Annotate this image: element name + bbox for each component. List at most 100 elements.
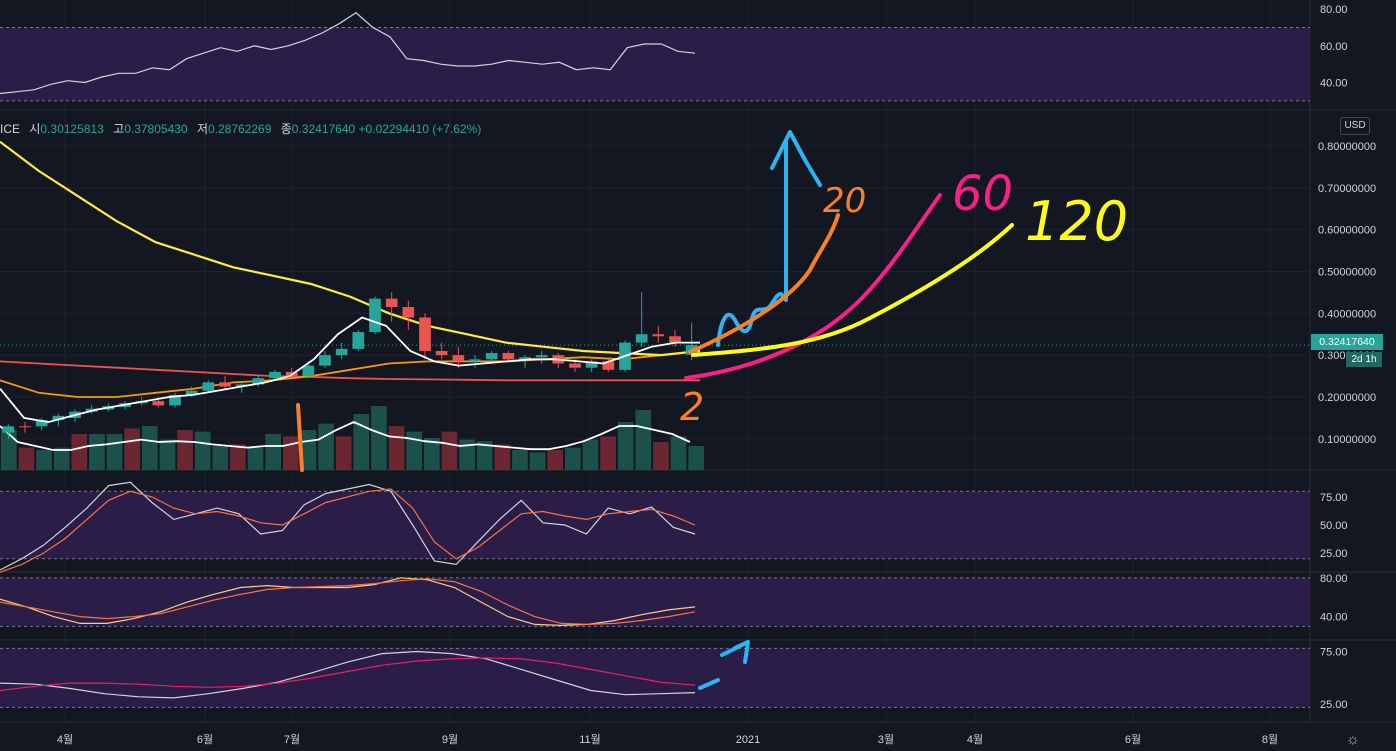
high-label: 고	[113, 122, 125, 136]
last-price-tag: 0.32417640	[1311, 334, 1383, 350]
candle-body	[269, 371, 281, 379]
ticker-label: ICE	[0, 122, 21, 136]
volume-bar	[617, 422, 634, 470]
candle-body	[252, 378, 265, 385]
oscillator-series-line-1	[0, 578, 696, 626]
rsi-bottom-ytick-label: 75.00	[1320, 647, 1348, 659]
candle-body	[235, 384, 248, 387]
candle-body	[569, 363, 581, 368]
x-axis-label: 6월	[1125, 733, 1141, 746]
volume-bar	[600, 436, 616, 470]
candle-body	[519, 357, 531, 360]
oscillator-series-line-0	[0, 577, 696, 627]
annotation-orange-curve	[688, 213, 840, 354]
rsi-top-series-line-0	[0, 12, 696, 95]
annotation-pink-curve	[684, 193, 942, 380]
x-axis-label: 6월	[197, 733, 213, 746]
candle-body	[635, 334, 648, 343]
x-axis-label: 8월	[1262, 733, 1278, 746]
volume-bar	[424, 438, 440, 470]
change-percent: (+7.62%)	[432, 122, 482, 136]
candle-body	[419, 317, 431, 351]
annotation-label-60: 60	[952, 166, 1013, 222]
change-value: +0.02294410	[358, 122, 429, 136]
candle-body	[535, 355, 548, 358]
rsi-top-ytick-label: 40.00	[1320, 78, 1348, 90]
candle-body	[652, 334, 665, 337]
annotation-label-120: 120	[1025, 190, 1128, 253]
close-label: 종	[280, 122, 292, 136]
volume-bar	[194, 431, 211, 470]
volume-bar	[212, 446, 229, 470]
volume-bar	[335, 436, 352, 470]
rsi-band-rsi-top	[0, 27, 1310, 101]
close-value: 0.32417640	[291, 122, 356, 136]
rsi-bottom-ytick-label: 25.00	[1320, 699, 1348, 711]
price-ytick-label: 0.20000000	[1318, 392, 1376, 404]
x-axis-label: 3월	[878, 733, 894, 746]
stoch-ytick-label: 25.00	[1320, 548, 1348, 560]
stoch-ytick-label: 50.00	[1320, 520, 1348, 532]
volume-bar	[18, 447, 35, 470]
volume-bar	[494, 444, 511, 470]
x-axis-label: 11월	[579, 733, 601, 746]
volume-bar	[89, 434, 105, 470]
candle-body	[602, 361, 615, 370]
volume-bar	[670, 436, 687, 470]
rsi-top-ytick-label: 60.00	[1320, 41, 1348, 53]
volume-bar	[529, 452, 546, 470]
price-ytick-label: 0.50000000	[1318, 266, 1376, 278]
open-label: 시	[29, 122, 41, 136]
candle-body	[352, 332, 365, 349]
volume-bar	[283, 436, 299, 470]
stoch-ytick-label: 75.00	[1320, 492, 1348, 504]
candle-body	[452, 355, 465, 362]
oscillator-ytick-label: 40.00	[1320, 612, 1348, 624]
volume-bar	[265, 434, 281, 470]
price-ytick-label: 0.80000000	[1318, 141, 1376, 153]
volume-bar	[512, 450, 528, 470]
candle-body	[369, 298, 381, 333]
volume-bar	[441, 431, 458, 470]
volume-bar	[159, 439, 176, 470]
rsi-band-stoch	[0, 491, 1310, 559]
candle-body	[202, 382, 215, 391]
annotation-orange-one	[296, 403, 304, 472]
currency-button[interactable]: USD	[1340, 117, 1370, 135]
candle-body	[669, 336, 681, 343]
ma-red-line	[0, 360, 700, 382]
candle-body	[385, 298, 398, 308]
x-axis-label: 4월	[57, 733, 73, 746]
candle-body	[435, 350, 448, 356]
candle-body	[585, 361, 598, 368]
x-axis-label: 7월	[284, 733, 300, 746]
volume-bar	[582, 439, 599, 470]
x-axis-label: 2021	[736, 734, 760, 746]
x-axis-label: 9월	[442, 733, 458, 746]
volume-ma-line	[0, 421, 691, 451]
ma-yellow-line	[0, 140, 701, 357]
candle-body	[502, 353, 515, 360]
volume-bar	[53, 447, 70, 470]
volume-bar	[476, 441, 493, 470]
volume-bar	[247, 447, 264, 470]
volume-bar	[388, 426, 405, 470]
volume-bar	[230, 444, 246, 470]
volume-bar	[565, 447, 581, 470]
rsi-top-ytick-label: 80.00	[1320, 4, 1348, 16]
price-ytick-label: 0.70000000	[1318, 183, 1376, 195]
volume-bar	[547, 450, 563, 470]
stoch-series-line-0	[0, 481, 696, 571]
volume-bar	[1, 430, 17, 470]
gear-icon[interactable]: ☼	[1346, 731, 1360, 748]
low-value: 0.28762269	[208, 122, 272, 136]
volume-bar	[406, 431, 422, 470]
candle-body	[302, 365, 315, 377]
volume-bar	[124, 428, 140, 470]
volume-bar	[688, 446, 704, 470]
high-value: 0.37805430	[124, 122, 188, 136]
price-ytick-label: 0.60000000	[1318, 225, 1376, 237]
volume-bar	[36, 450, 52, 470]
candle-body	[35, 420, 48, 427]
